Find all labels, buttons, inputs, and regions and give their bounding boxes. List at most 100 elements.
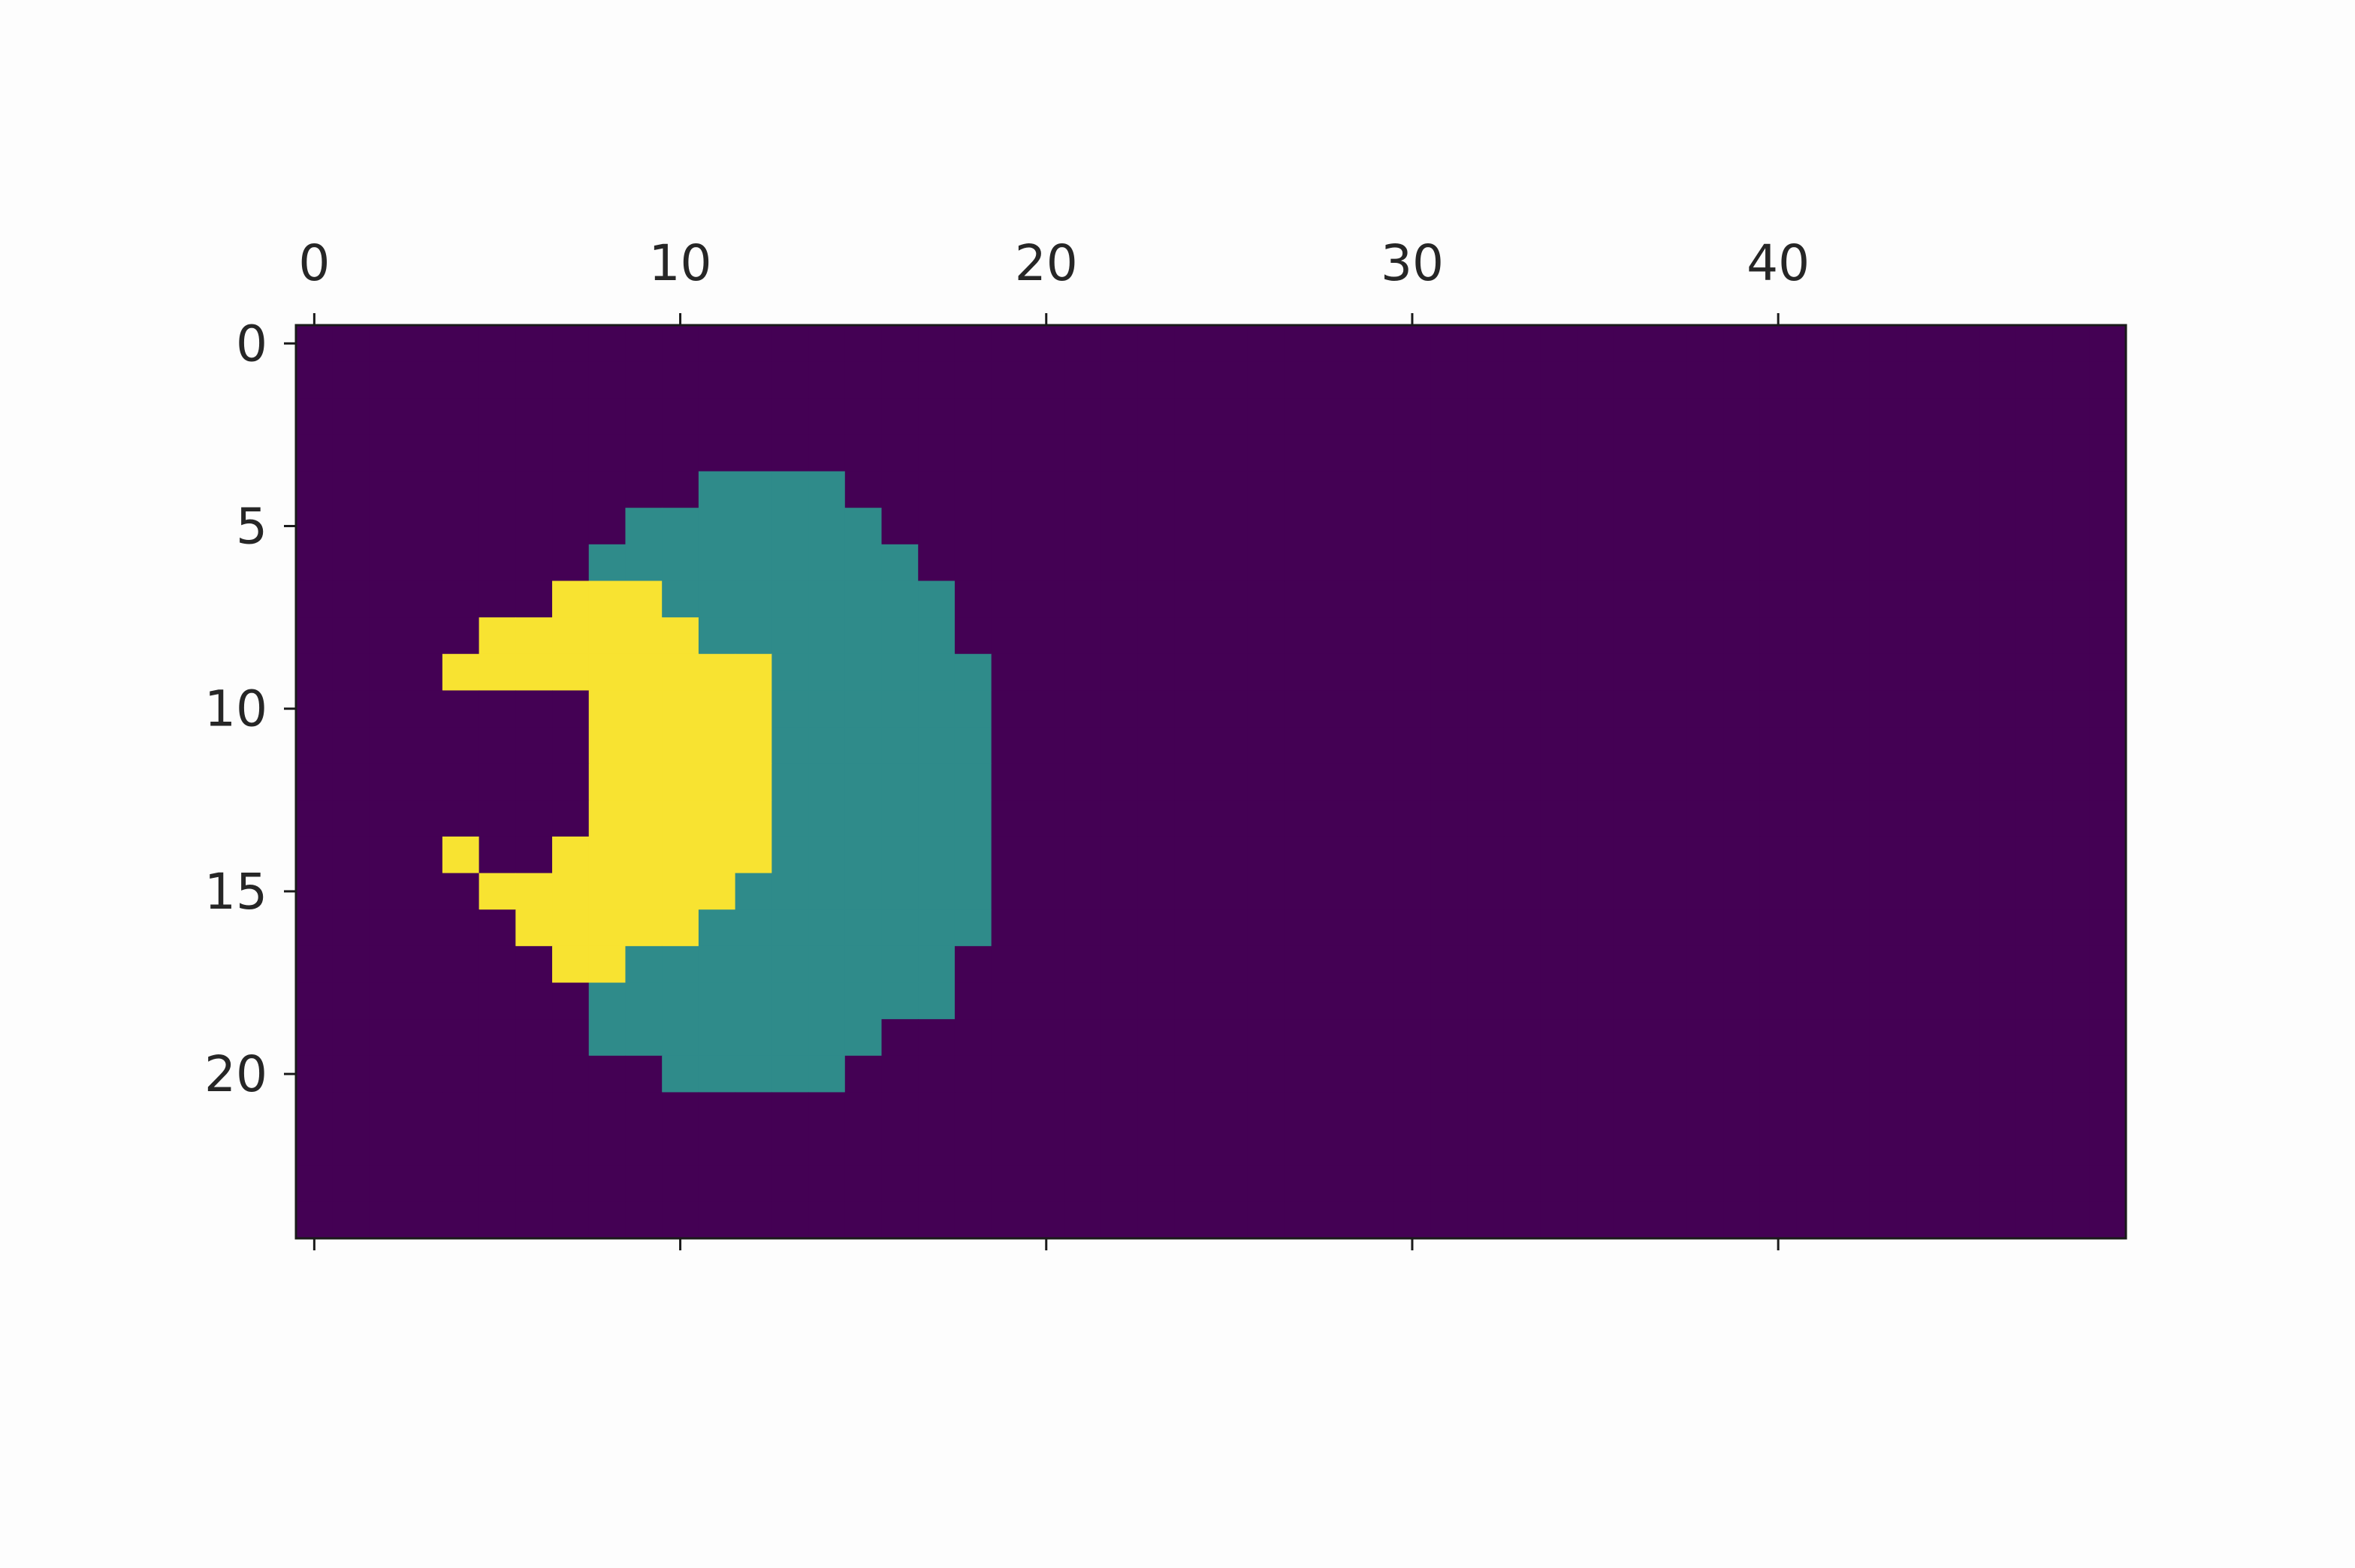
heatmap-cell [1869, 909, 1907, 947]
heatmap-cell [662, 1202, 699, 1239]
heatmap-cell [588, 1092, 626, 1129]
heatmap-cell [1174, 1129, 1212, 1166]
heatmap-cell [1833, 434, 1870, 472]
heatmap-cell [479, 800, 516, 837]
heatmap-cell [296, 1055, 334, 1093]
heatmap-cell [406, 544, 443, 582]
heatmap-cell [1028, 508, 1065, 545]
heatmap-cell [1979, 1129, 2017, 1166]
heatmap-cell [1723, 1165, 1761, 1202]
heatmap-cell [1284, 361, 1321, 399]
heatmap-cell [1174, 580, 1212, 618]
heatmap-cell [332, 434, 370, 472]
heatmap-cell [515, 1055, 553, 1093]
heatmap-cell [1686, 1092, 1724, 1129]
heatmap-cell [1174, 544, 1212, 582]
heatmap-cell [918, 800, 956, 837]
heatmap-cell [406, 653, 443, 691]
heatmap-cell [991, 1055, 1028, 1093]
heatmap-cell [1577, 727, 1614, 764]
heatmap-cell [1028, 1202, 1065, 1239]
heatmap-cell [625, 434, 663, 472]
heatmap-cell [1906, 580, 1943, 618]
heatmap-cell [2015, 1055, 2054, 1093]
heatmap-cell [588, 1129, 626, 1166]
heatmap-cell [1503, 361, 1541, 399]
heatmap-cell [954, 1202, 992, 1239]
heatmap-cell [698, 1055, 736, 1093]
heatmap-cell [2052, 617, 2090, 655]
heatmap-cell [1430, 580, 1468, 618]
heatmap-cell [1723, 873, 1761, 910]
heatmap-cell [1321, 763, 1358, 801]
heatmap-cell [991, 1202, 1028, 1239]
heatmap-cell [698, 1165, 736, 1202]
heatmap-cell [698, 1019, 736, 1057]
heatmap-cell [844, 580, 883, 618]
heatmap-cell [1869, 325, 1907, 363]
heatmap-cell [698, 653, 736, 691]
heatmap-cell [479, 982, 516, 1020]
heatmap-cell [771, 361, 809, 399]
heatmap-cell [1686, 1202, 1724, 1239]
heatmap-cell [1028, 471, 1065, 508]
heatmap-cell [588, 471, 626, 508]
heatmap-cell [1869, 471, 1907, 508]
heatmap-cell [1613, 690, 1651, 728]
heatmap-cell [1577, 653, 1614, 691]
heatmap-cell [991, 690, 1028, 728]
heatmap-cell [1503, 982, 1541, 1020]
heatmap-cell [332, 398, 370, 436]
heatmap-cell [1247, 617, 1285, 655]
heatmap-cell [1906, 653, 1943, 691]
heatmap-cell [1723, 361, 1761, 399]
heatmap-cell [771, 434, 809, 472]
heatmap-cell [808, 1129, 846, 1166]
heatmap-cell [2089, 1165, 2127, 1202]
heatmap-cell [1686, 763, 1724, 801]
heatmap-cell [1247, 653, 1285, 691]
heatmap-cell [662, 727, 699, 764]
heatmap-cell [1979, 1165, 2017, 1202]
heatmap-cell [369, 727, 406, 764]
heatmap-cell [1101, 1055, 1139, 1093]
heatmap-cell [588, 1202, 626, 1239]
heatmap-cell [1503, 1019, 1541, 1057]
heatmap-cell [2052, 508, 2090, 545]
heatmap-cell [991, 1092, 1028, 1129]
heatmap-cell [954, 398, 992, 436]
heatmap-cell [2089, 836, 2127, 874]
heatmap-cell [1906, 1165, 1943, 1202]
heatmap-cell [515, 580, 553, 618]
heatmap-cell [2015, 800, 2054, 837]
heatmap-cell [1796, 1055, 1834, 1093]
heatmap-cell [1540, 325, 1578, 363]
heatmap-cell [1796, 544, 1834, 582]
heatmap-cell [1686, 1165, 1724, 1202]
heatmap-cell [1247, 580, 1285, 618]
heatmap-cell [1650, 800, 1687, 837]
heatmap-cell [588, 544, 626, 582]
heatmap-cell [1979, 945, 2017, 984]
heatmap-cell [662, 873, 699, 910]
heatmap-cell [1174, 398, 1212, 436]
heatmap-cell [1979, 580, 2017, 618]
heatmap-cell [588, 1165, 626, 1202]
heatmap-cell [625, 361, 663, 399]
heatmap-cell [1211, 1202, 1248, 1239]
heatmap-cell [479, 1129, 516, 1166]
heatmap-cell [1723, 508, 1761, 545]
heatmap-cell [1430, 982, 1468, 1020]
heatmap-cell [369, 617, 406, 655]
heatmap-cell [1284, 617, 1321, 655]
heatmap-cell [954, 508, 992, 545]
heatmap-cell [1833, 1202, 1870, 1239]
heatmap-cell [1796, 836, 1834, 874]
heatmap-cell [1357, 580, 1395, 618]
heatmap-cell [588, 873, 626, 910]
heatmap-cell [1906, 909, 1943, 947]
heatmap-cell [918, 945, 956, 984]
heatmap-cell [1247, 982, 1285, 1020]
heatmap-cell [1869, 544, 1907, 582]
heatmap-cell [2052, 763, 2090, 801]
